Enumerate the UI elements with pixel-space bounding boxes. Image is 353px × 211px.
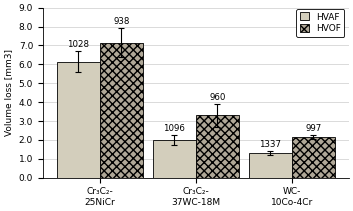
Text: 1096: 1096 xyxy=(163,124,185,133)
Bar xyxy=(292,137,335,178)
Bar xyxy=(249,153,292,178)
Text: 1028: 1028 xyxy=(67,40,89,49)
Y-axis label: Volume loss [mm3]: Volume loss [mm3] xyxy=(4,49,13,136)
Bar xyxy=(100,43,143,178)
Text: 938: 938 xyxy=(113,17,130,26)
Bar xyxy=(57,62,100,178)
Text: 1337: 1337 xyxy=(259,140,281,149)
Bar xyxy=(153,140,196,178)
Legend: HVAF, HVOF: HVAF, HVOF xyxy=(296,9,344,37)
Text: 960: 960 xyxy=(209,93,226,102)
Bar xyxy=(196,115,239,178)
Text: 997: 997 xyxy=(305,124,322,133)
